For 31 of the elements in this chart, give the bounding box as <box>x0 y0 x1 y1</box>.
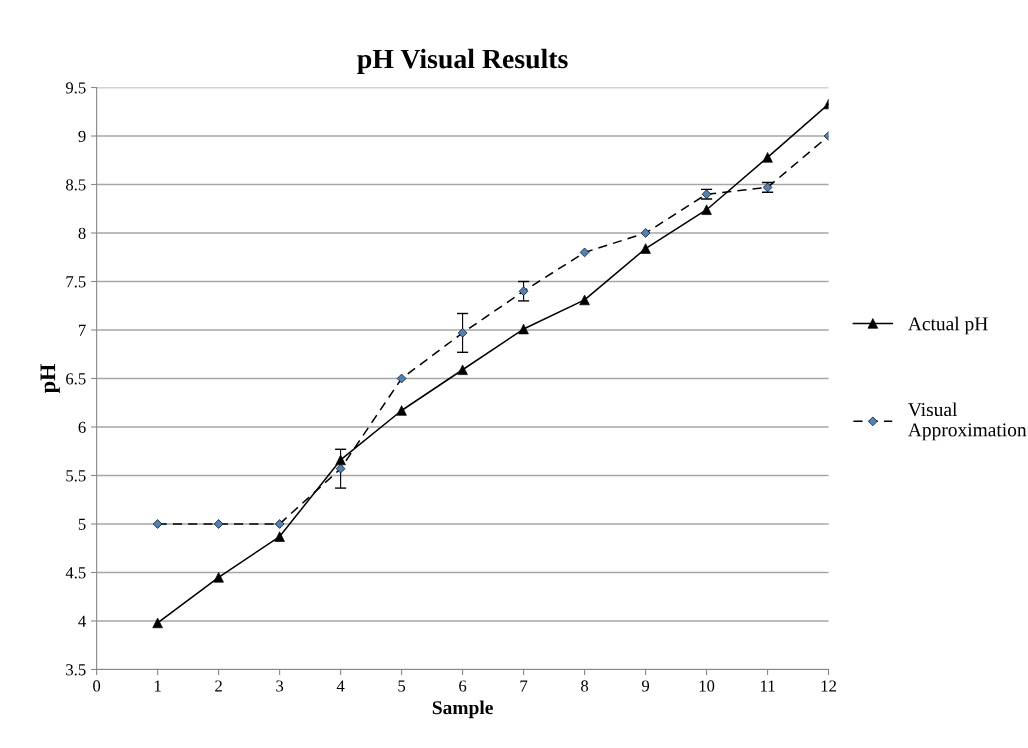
y-tick-label: 6.5 <box>66 373 86 385</box>
x-tick-label: 4 <box>336 680 345 692</box>
x-tick-label: 3 <box>276 680 284 692</box>
y-tick-label: 3.5 <box>66 664 86 676</box>
y-tick-label: 4 <box>78 615 86 627</box>
y-tick-label: 9.5 <box>65 82 86 94</box>
y-axis-title: pH <box>40 364 60 394</box>
y-tick-label: 7 <box>78 324 86 336</box>
x-tick-label: 11 <box>761 680 775 692</box>
y-tick-label: 5 <box>78 518 86 530</box>
x-tick-label: 0 <box>93 680 101 692</box>
legend-label: Actual pH <box>908 316 988 335</box>
y-tick-label: 5.5 <box>66 470 86 482</box>
y-tick-label: 8 <box>78 227 86 239</box>
x-tick-label: 1 <box>154 680 161 692</box>
x-tick-label: 9 <box>641 680 650 692</box>
y-tick-label: 9 <box>78 130 86 142</box>
chart-title: pH Visual Results <box>357 48 568 74</box>
y-tick-label: 7.5 <box>66 276 86 288</box>
x-tick-label: 10 <box>699 680 715 692</box>
x-tick-label: 2 <box>215 680 222 692</box>
y-tick-label: 4.5 <box>65 567 86 579</box>
x-tick-label: 12 <box>821 680 836 692</box>
x-tick-label: 5 <box>398 680 406 692</box>
legend-label: Visual Approximation <box>908 402 1027 441</box>
x-tick-label: 6 <box>459 680 467 692</box>
x-tick-label: 8 <box>581 680 589 692</box>
y-tick-label: 6 <box>78 421 86 433</box>
x-axis-title: Sample <box>432 700 493 719</box>
y-tick-label: 8.5 <box>66 179 86 191</box>
x-tick-label: 7 <box>520 680 528 692</box>
